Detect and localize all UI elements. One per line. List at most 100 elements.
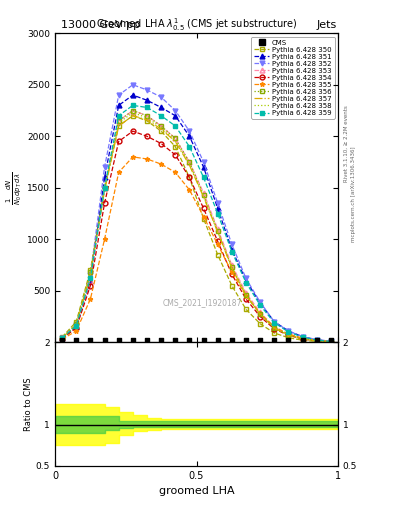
CMS [158, 336, 164, 345]
Pythia 6.428 350 [88, 267, 93, 273]
Pythia 6.428 358 [102, 186, 107, 192]
Pythia 6.428 358 [300, 336, 305, 342]
Pythia 6.428 358 [159, 124, 163, 131]
Text: Jets: Jets [317, 19, 337, 30]
Y-axis label: Ratio to CMS: Ratio to CMS [24, 377, 33, 431]
Pythia 6.428 357 [300, 336, 305, 342]
Pythia 6.428 355 [314, 337, 319, 344]
Pythia 6.428 355 [201, 214, 206, 220]
Pythia 6.428 352 [286, 328, 291, 334]
Pythia 6.428 359 [244, 280, 248, 286]
Pythia 6.428 355 [173, 169, 178, 176]
Pythia 6.428 358 [230, 265, 234, 271]
Pythia 6.428 358 [258, 311, 263, 317]
Pythia 6.428 352 [258, 299, 263, 305]
Pythia 6.428 358 [286, 332, 291, 338]
CMS [314, 336, 320, 345]
Pythia 6.428 354 [272, 326, 277, 332]
Pythia 6.428 351 [187, 133, 192, 139]
Pythia 6.428 355 [145, 156, 149, 162]
Pythia 6.428 354 [88, 283, 93, 289]
Pythia 6.428 353 [244, 290, 248, 296]
Pythia 6.428 350 [272, 330, 277, 336]
Pythia 6.428 350 [300, 337, 305, 344]
Pythia 6.428 350 [201, 216, 206, 222]
Pythia 6.428 354 [314, 338, 319, 344]
Pythia 6.428 359 [187, 143, 192, 150]
Pythia 6.428 350 [286, 335, 291, 341]
Line: Pythia 6.428 351: Pythia 6.428 351 [60, 93, 333, 344]
Pythia 6.428 357 [272, 325, 277, 331]
CMS [215, 336, 221, 345]
Pythia 6.428 353 [314, 337, 319, 344]
Pythia 6.428 357 [230, 265, 234, 271]
Pythia 6.428 352 [88, 272, 93, 279]
Pythia 6.428 356 [130, 108, 135, 114]
Pythia 6.428 350 [258, 321, 263, 327]
Pythia 6.428 359 [145, 104, 149, 111]
Pythia 6.428 352 [173, 108, 178, 114]
Line: Pythia 6.428 359: Pythia 6.428 359 [60, 103, 333, 344]
Y-axis label: $\frac{1}{N_0}\frac{dN}{dp_T\,d\,\lambda}$: $\frac{1}{N_0}\frac{dN}{dp_T\,d\,\lambda… [5, 171, 24, 205]
Pythia 6.428 352 [272, 318, 277, 325]
Pythia 6.428 351 [74, 324, 79, 330]
CMS [59, 336, 65, 345]
Pythia 6.428 355 [74, 328, 79, 334]
Pythia 6.428 358 [116, 120, 121, 126]
Pythia 6.428 354 [74, 325, 79, 331]
Pythia 6.428 357 [102, 188, 107, 194]
Pythia 6.428 353 [329, 338, 333, 345]
Pythia 6.428 356 [187, 159, 192, 165]
Pythia 6.428 350 [60, 334, 64, 340]
Pythia 6.428 357 [258, 311, 263, 317]
Pythia 6.428 352 [60, 335, 64, 341]
Pythia 6.428 358 [314, 338, 319, 344]
Pythia 6.428 355 [130, 154, 135, 160]
Pythia 6.428 355 [88, 296, 93, 302]
Pythia 6.428 357 [244, 292, 248, 298]
Pythia 6.428 353 [88, 278, 93, 284]
Pythia 6.428 353 [130, 108, 135, 114]
Pythia 6.428 357 [145, 117, 149, 123]
Pythia 6.428 350 [230, 283, 234, 289]
Pythia 6.428 354 [159, 140, 163, 146]
Pythia 6.428 350 [215, 252, 220, 258]
Pythia 6.428 354 [258, 313, 263, 319]
Pythia 6.428 356 [145, 113, 149, 119]
Pythia 6.428 358 [74, 322, 79, 328]
Pythia 6.428 354 [300, 336, 305, 342]
Pythia 6.428 359 [130, 102, 135, 109]
Pythia 6.428 357 [173, 138, 178, 144]
CMS [172, 336, 178, 345]
Pythia 6.428 350 [187, 175, 192, 181]
Pythia 6.428 353 [145, 113, 149, 119]
CMS [186, 336, 193, 345]
Pythia 6.428 353 [201, 190, 206, 196]
Pythia 6.428 353 [215, 226, 220, 232]
Pythia 6.428 355 [230, 269, 234, 275]
Line: Pythia 6.428 353: Pythia 6.428 353 [60, 108, 333, 344]
Pythia 6.428 359 [102, 185, 107, 191]
Pythia 6.428 354 [187, 175, 192, 181]
Line: Pythia 6.428 350: Pythia 6.428 350 [60, 113, 333, 345]
Line: Pythia 6.428 356: Pythia 6.428 356 [60, 108, 333, 344]
CMS [130, 336, 136, 345]
Pythia 6.428 358 [173, 137, 178, 143]
Pythia 6.428 350 [314, 338, 319, 345]
Pythia 6.428 358 [329, 339, 333, 345]
Pythia 6.428 350 [74, 318, 79, 325]
Pythia 6.428 352 [74, 322, 79, 328]
Pythia 6.428 356 [159, 123, 163, 129]
Pythia 6.428 353 [116, 118, 121, 124]
Pythia 6.428 354 [60, 336, 64, 342]
Line: Pythia 6.428 355: Pythia 6.428 355 [60, 155, 333, 344]
Pythia 6.428 351 [300, 334, 305, 340]
Pythia 6.428 357 [159, 126, 163, 132]
Pythia 6.428 359 [60, 335, 64, 341]
CMS [257, 336, 263, 345]
Pythia 6.428 352 [230, 241, 234, 247]
Pythia 6.428 359 [173, 123, 178, 129]
Pythia 6.428 352 [329, 338, 333, 345]
Pythia 6.428 358 [187, 161, 192, 167]
CMS [87, 336, 94, 345]
